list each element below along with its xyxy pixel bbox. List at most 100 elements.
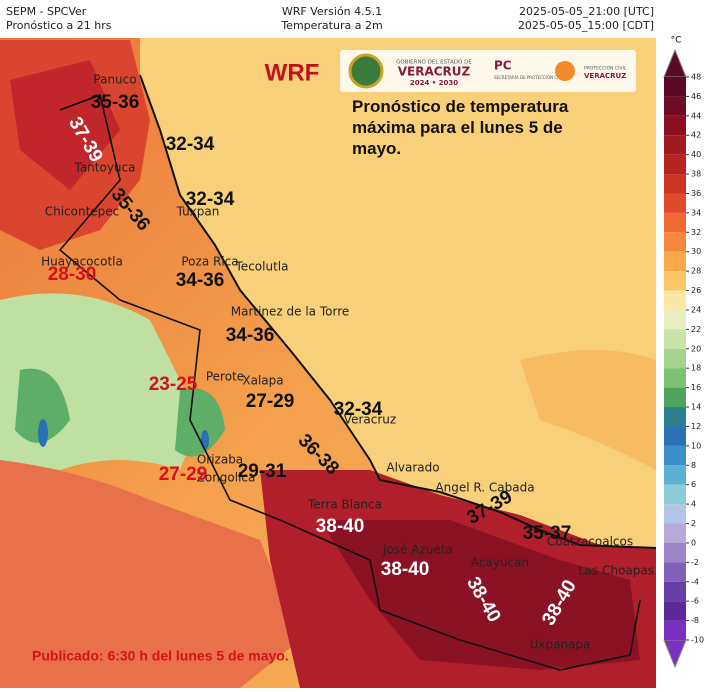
colorbar-segment bbox=[664, 523, 686, 543]
colorbar-segment bbox=[664, 504, 686, 524]
colorbar-tick-label: 44 bbox=[691, 111, 701, 120]
range-label: 32-34 bbox=[166, 134, 215, 155]
footer-note: Publicado: 6:30 h del lunes 5 de mayo. bbox=[32, 648, 289, 664]
brand: WRF GOBIERNO DEL ESTADO DE VERACRUZ 2024… bbox=[265, 50, 636, 92]
colorbar-tick-label: 38 bbox=[691, 170, 701, 179]
town-name: Terra Blanca bbox=[307, 498, 382, 512]
header-text: Temperatura a 2m bbox=[280, 19, 382, 32]
colorbar-segment bbox=[664, 445, 686, 466]
town-name: Angel R. Cabada bbox=[435, 481, 534, 495]
colorbar-segment bbox=[664, 387, 686, 408]
colorbar-segment bbox=[664, 465, 686, 485]
colorbar-segment bbox=[664, 348, 686, 369]
colorbar-tick-label: 22 bbox=[691, 325, 701, 334]
town-name: Alvarado bbox=[386, 461, 439, 475]
header-text: 2025-05-05_21:00 [UTC] bbox=[519, 5, 654, 18]
colorbar-tick-label: 2 bbox=[691, 519, 696, 528]
colorbar-tick-label: 36 bbox=[691, 189, 701, 198]
colorbar-segment bbox=[664, 562, 686, 582]
colorbar-tick-label: 24 bbox=[691, 305, 701, 314]
range-label: 35-36 bbox=[91, 92, 140, 113]
colorbar-tick-label: 16 bbox=[691, 383, 701, 392]
colorbar-tick-label: 20 bbox=[691, 344, 701, 353]
town-name: José Azueta bbox=[382, 543, 453, 557]
colorbar-unit: °C bbox=[671, 36, 682, 46]
header-text: 2025-05-05_15:00 [CDT] bbox=[518, 19, 654, 32]
town-name: Tuxpan bbox=[176, 205, 220, 219]
range-label: 27-29 bbox=[246, 391, 295, 412]
colorbar-segment bbox=[664, 154, 686, 175]
colorbar-segment bbox=[664, 212, 686, 233]
town-name: Panuco bbox=[93, 73, 136, 87]
range-label: 23-25 bbox=[149, 374, 198, 395]
range-label: 35-37 bbox=[523, 523, 572, 544]
logo-text: PROTECCIÓN CIVIL bbox=[584, 65, 627, 72]
range-label: 34-36 bbox=[176, 270, 225, 291]
town-name: Martinez de la Torre bbox=[231, 305, 350, 319]
colorbar-segment bbox=[664, 115, 686, 136]
logo-text: VERACRUZ bbox=[584, 72, 626, 80]
colorbar-segment bbox=[664, 601, 686, 621]
colorbar-tick-label: 48 bbox=[691, 73, 701, 82]
logo-text: 2024 • 2030 bbox=[410, 79, 458, 87]
colorbar-tick-label: 14 bbox=[691, 403, 701, 412]
colorbar-segment bbox=[664, 542, 686, 563]
pc-emblem bbox=[555, 61, 575, 81]
colorbar-tick-label: 0 bbox=[691, 538, 696, 547]
colorbar-tick-label: 42 bbox=[691, 131, 701, 140]
colorbar-segment bbox=[664, 309, 686, 330]
colorbar-tick-label: 32 bbox=[691, 228, 701, 237]
town-name: Chicontepec bbox=[45, 205, 120, 219]
range-label: 38-40 bbox=[381, 559, 430, 580]
logo-text: SECRETARÍA DE PROTECCIÓN CIVIL bbox=[494, 75, 565, 80]
logo-text: VERACRUZ bbox=[398, 65, 471, 79]
colorbar-tick-label: 34 bbox=[691, 208, 701, 217]
header: SEPM - SPCVer Pronóstico a 21 hrs WRF Ve… bbox=[6, 5, 654, 32]
colorbar-tick-label: 28 bbox=[691, 267, 701, 276]
town-name: Tecolutla bbox=[235, 260, 289, 274]
town-labels: Panuco Tantoyuca Chicontepec Tuxpan Huayacoc… bbox=[41, 73, 654, 652]
range-label: 38-40 bbox=[316, 516, 365, 537]
town-name: Tantoyuca bbox=[73, 161, 135, 175]
range-label: 28-30 bbox=[48, 264, 97, 285]
colorbar-tick-label: 46 bbox=[691, 92, 701, 101]
colorbar-segment bbox=[664, 484, 686, 505]
colorbar-segment bbox=[664, 581, 686, 602]
colorbar-segment bbox=[664, 135, 686, 155]
colorbar-tick-label: -4 bbox=[691, 577, 699, 586]
town-name: Perote bbox=[206, 370, 244, 384]
colorbar-tick-label: -2 bbox=[691, 558, 699, 567]
colorbar-segment bbox=[664, 368, 686, 388]
coat-of-arms bbox=[348, 53, 384, 89]
colorbar-tick-label: 12 bbox=[691, 422, 701, 431]
colorbar-segment bbox=[664, 329, 686, 349]
colorbar-segment bbox=[664, 174, 686, 194]
colorbar-segment bbox=[664, 271, 686, 291]
colorbar-segment bbox=[664, 426, 686, 446]
colorbar-segment bbox=[664, 77, 686, 97]
town-name: Coatzacoalcos bbox=[547, 535, 633, 549]
colorbar-segment bbox=[664, 232, 686, 252]
town-name: Poza Rica bbox=[181, 255, 238, 269]
colorbar-tick-label: 18 bbox=[691, 364, 701, 373]
town-name: Veracruz bbox=[344, 413, 396, 427]
colorbar-segment bbox=[664, 193, 686, 213]
town-name: Zongolica bbox=[197, 471, 256, 485]
logo-text: PC bbox=[494, 59, 512, 73]
header-text: SEPM - SPCVer bbox=[6, 5, 87, 18]
map-background bbox=[0, 38, 657, 688]
colorbar-segment bbox=[664, 96, 686, 116]
colorbar-tick-label: 30 bbox=[691, 247, 701, 256]
colorbar-tick-label: -10 bbox=[691, 636, 704, 645]
colorbar-tick-label: 4 bbox=[691, 500, 696, 509]
colorbar-segment bbox=[664, 251, 686, 272]
town-name: Xalapa bbox=[242, 374, 283, 388]
range-label: 32-34 bbox=[186, 189, 235, 210]
colorbar-tick-label: 8 bbox=[691, 461, 696, 470]
colorbar-tick-label: 6 bbox=[691, 480, 696, 489]
forecast-note: Pronóstico de temperatura máxima para el… bbox=[352, 97, 569, 158]
header-text: WRF Versión 4.5.1 bbox=[282, 5, 382, 18]
colorbar-tick-label: 40 bbox=[691, 150, 701, 159]
model-name: WRF bbox=[265, 59, 320, 86]
